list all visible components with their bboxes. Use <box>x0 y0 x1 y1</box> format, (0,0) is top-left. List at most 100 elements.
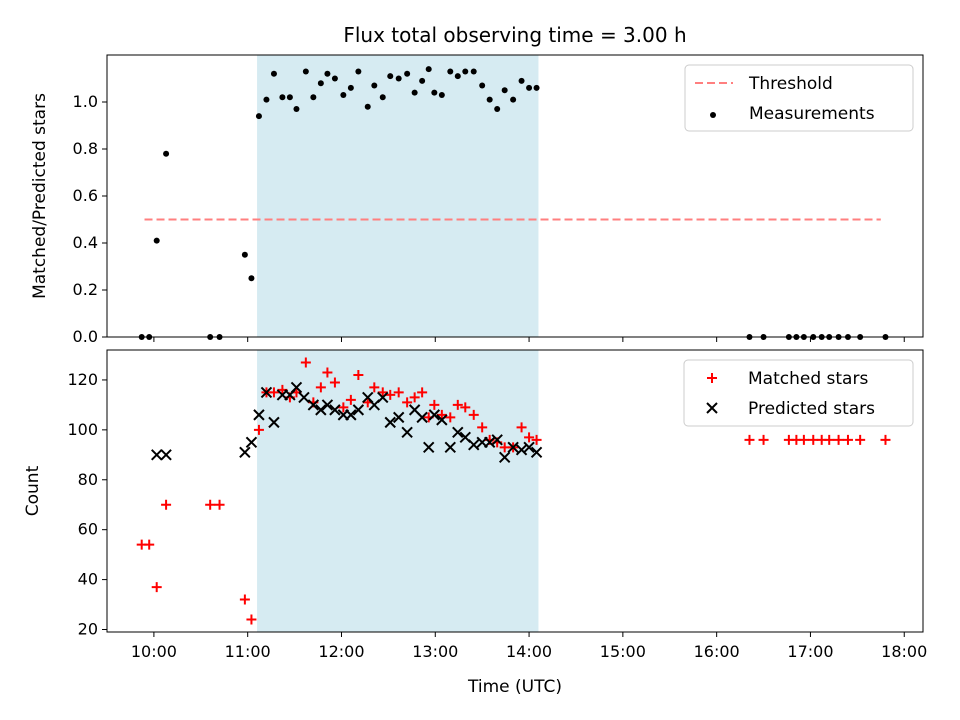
predicted-stars-point <box>268 416 280 429</box>
measurement-point <box>364 103 371 110</box>
y-tick-label: 20 <box>78 620 98 639</box>
matched-stars-point <box>833 434 844 445</box>
measurement-point <box>163 150 170 157</box>
measurement-point <box>286 94 293 101</box>
observing-interval-span <box>257 55 539 337</box>
measurement-point <box>526 84 533 91</box>
predicted-stars-point <box>160 449 172 461</box>
predicted-stars-point <box>468 439 480 451</box>
predicted-stars-point <box>498 451 511 464</box>
x-tick-label: 12:00 <box>318 642 364 661</box>
matched-stars-point <box>531 434 542 445</box>
predicted-stars-point <box>401 426 413 439</box>
measurement-point <box>387 73 394 80</box>
predicted-stars-point <box>329 404 341 416</box>
predicted-stars-point <box>151 449 163 461</box>
matched-stars-point <box>161 499 172 510</box>
predicted-stars-point <box>530 446 543 459</box>
measurement-point <box>248 275 255 282</box>
measurement-point <box>470 68 477 75</box>
measurement-point <box>379 94 386 101</box>
predicted-stars-point <box>507 441 519 454</box>
measurement-point <box>279 94 286 101</box>
legend-label: Measurements <box>749 104 875 124</box>
legend-label: Predicted stars <box>748 399 875 419</box>
y-tick-label: 0.8 <box>73 139 98 158</box>
predicted-stars-point <box>239 446 251 459</box>
measurement-point <box>331 75 338 82</box>
predicted-stars-point <box>253 409 265 421</box>
matched-stars-point <box>436 409 447 420</box>
matched-stars-point <box>758 434 769 445</box>
predicted-stars-point <box>345 409 357 421</box>
measurement-point <box>302 68 309 75</box>
predicted-stars-point <box>260 386 273 399</box>
measurement-point <box>340 91 347 98</box>
measurement-point <box>425 66 432 73</box>
measurement-point <box>447 68 454 75</box>
matched-stars-point <box>824 434 835 445</box>
measurement-point <box>479 82 486 89</box>
predicted-stars-point <box>436 414 448 426</box>
y-tick-label: 0.0 <box>73 327 98 346</box>
matched-stars-point <box>516 422 527 433</box>
predicted-stars-point <box>428 409 441 421</box>
measurement-point <box>347 84 354 91</box>
measurement-point <box>255 113 262 120</box>
measurement-point <box>510 96 517 103</box>
legend-measurements-swatch <box>710 112 716 118</box>
predicted-stars-point <box>392 411 405 424</box>
y-axis-label: Matched/Predicted stars <box>30 93 50 299</box>
y-tick-label: 0.6 <box>73 186 98 205</box>
x-tick-label: 10:00 <box>131 642 177 661</box>
measurement-point <box>431 89 438 96</box>
predicted-stars-point <box>307 399 320 411</box>
y-axis-label: Count <box>23 465 43 516</box>
y-tick-label: 0.2 <box>73 280 98 299</box>
measurement-point <box>324 70 331 77</box>
legend-predicted-swatch <box>706 402 718 414</box>
legend-label: Matched stars <box>748 369 868 389</box>
matched-stars-point <box>402 397 413 408</box>
measurement-point <box>419 77 426 84</box>
matched-stars-point <box>393 387 404 398</box>
matched-stars-point <box>300 357 311 368</box>
matched-stars-point <box>417 387 428 398</box>
matched-stars-point <box>499 442 510 453</box>
x-tick-label: 17:00 <box>787 642 833 661</box>
measurement-point <box>317 80 324 87</box>
measurement-point <box>293 106 300 113</box>
matched-stars-point <box>808 434 819 445</box>
matched-stars-point <box>144 539 155 550</box>
predicted-stars-point <box>298 391 310 404</box>
matched-stars-point <box>253 424 264 435</box>
measurement-point <box>310 94 317 101</box>
matched-stars-point <box>338 402 349 413</box>
matched-stars-point <box>409 392 420 403</box>
predicted-stars-point <box>290 381 303 394</box>
matched-stars-point <box>842 434 853 445</box>
matched-stars-point <box>855 434 866 445</box>
predicted-stars-point <box>416 411 428 424</box>
matched-stars-point <box>214 499 225 510</box>
measurement-point <box>153 237 160 244</box>
measurement-point <box>533 84 540 91</box>
predicted-stars-point <box>452 426 464 439</box>
measurement-point <box>404 70 411 77</box>
predicted-stars-point <box>423 441 435 454</box>
predicted-stars-point <box>483 436 496 449</box>
matched-stars-point <box>798 434 809 445</box>
measurement-point <box>355 68 362 75</box>
measurement-point <box>371 82 378 89</box>
y-tick-label: 40 <box>78 570 98 589</box>
matched-stars-point <box>246 614 257 625</box>
x-tick-label: 11:00 <box>225 642 271 661</box>
measurement-point <box>454 73 461 80</box>
predicted-stars-point <box>245 436 258 449</box>
x-tick-label: 16:00 <box>694 642 740 661</box>
predicted-stars-point <box>315 404 327 416</box>
predicted-stars-point <box>377 391 389 404</box>
matched-stars-point <box>429 399 440 410</box>
matched-stars-point <box>445 412 456 423</box>
